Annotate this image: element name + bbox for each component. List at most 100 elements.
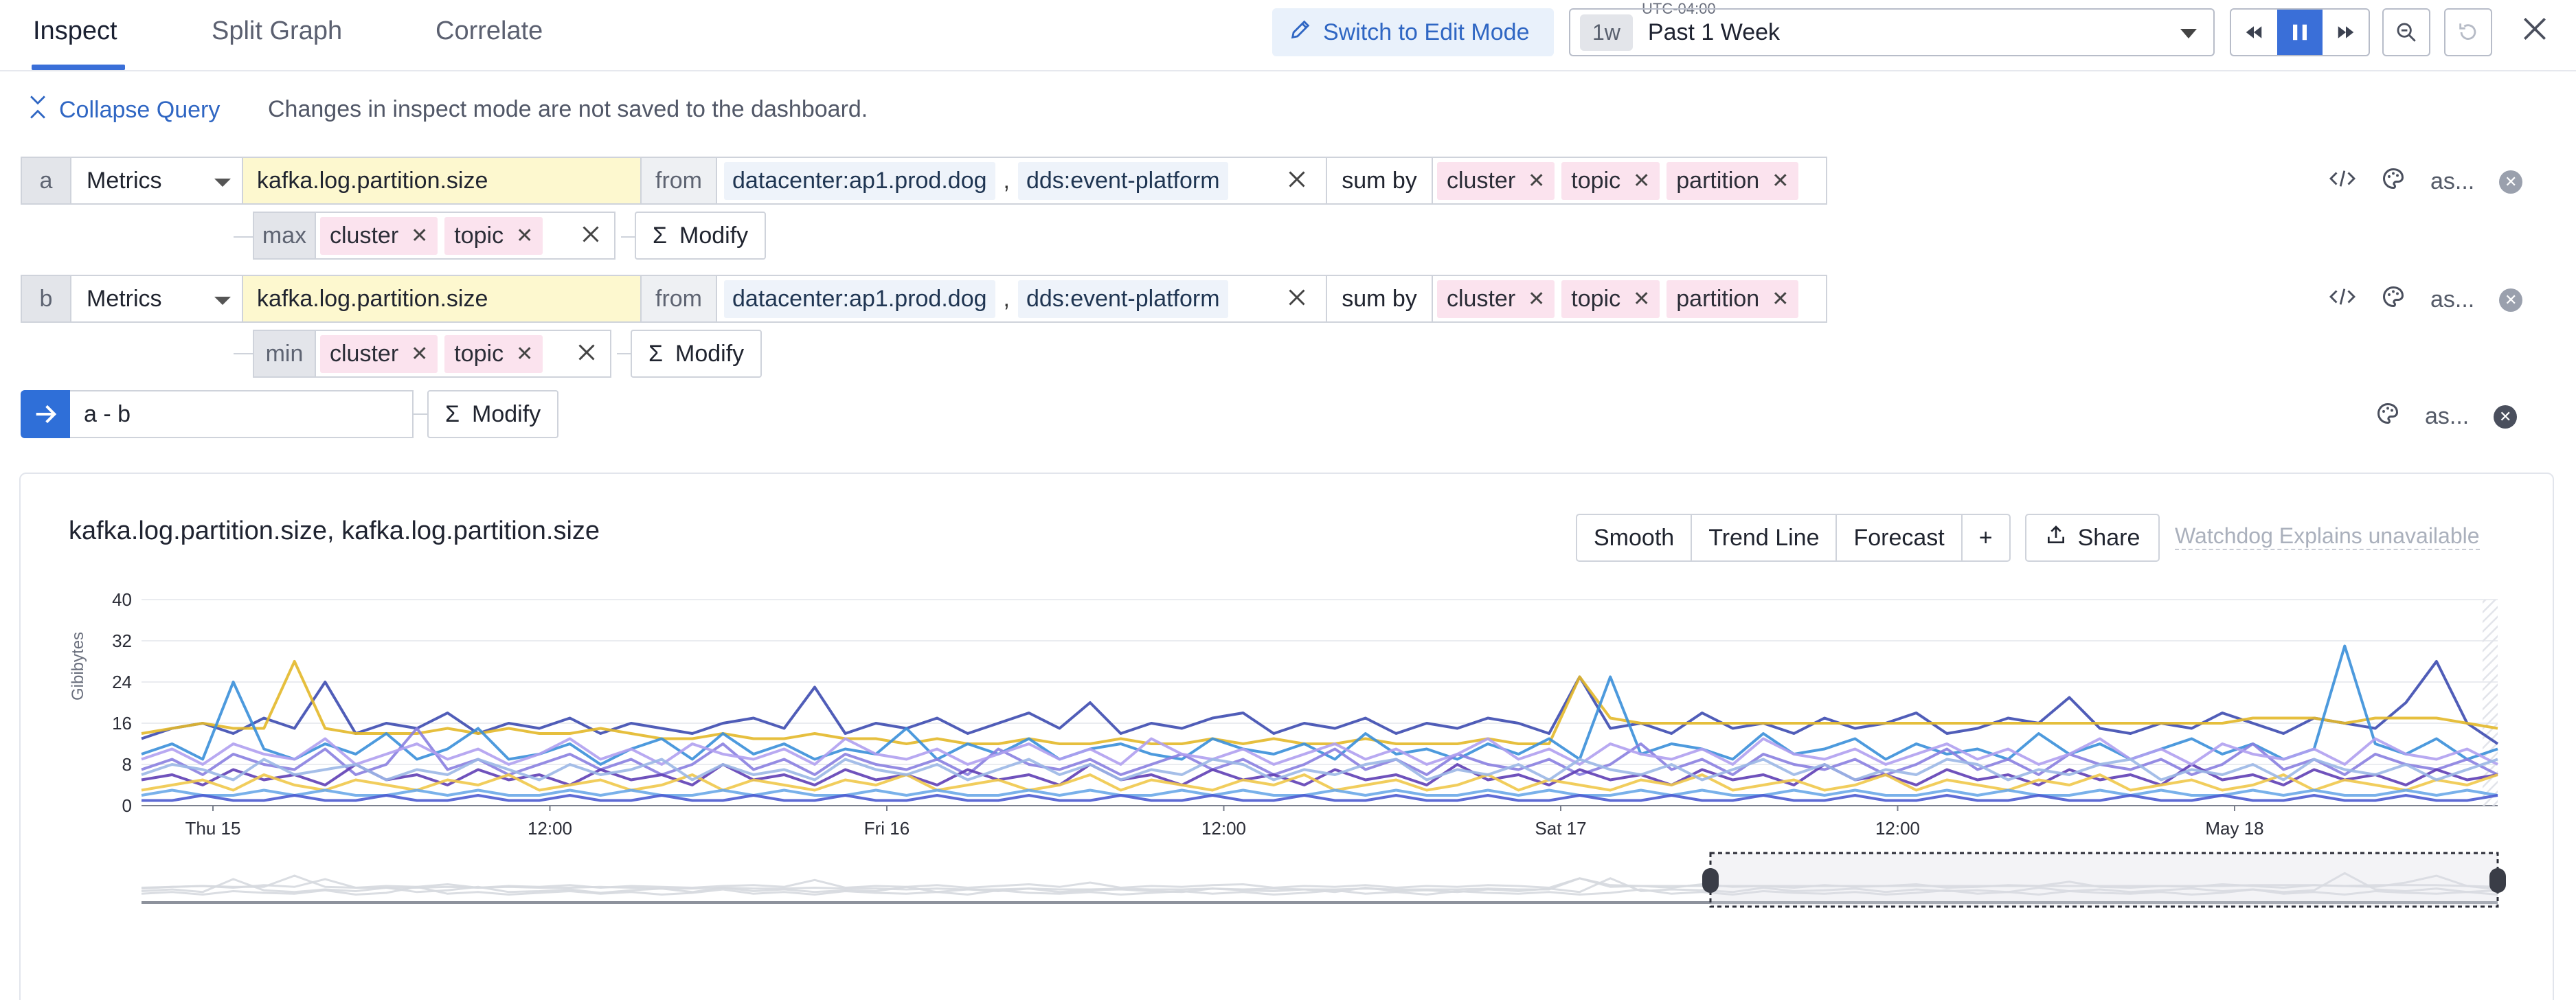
- modify-button[interactable]: Σ Modify: [631, 330, 762, 378]
- collapse-query-button[interactable]: Collapse Query: [26, 93, 220, 127]
- data-source-select[interactable]: Metrics: [71, 157, 243, 205]
- filter-tags[interactable]: datacenter:ap1.prod.dog , dds:event-plat…: [717, 275, 1327, 323]
- group-by-tags[interactable]: cluster ✕ topic ✕ partition ✕: [1433, 275, 1827, 323]
- x-tick-label: Fri 16: [864, 818, 909, 839]
- y-tick-label: 40: [112, 589, 132, 610]
- group-by-tag[interactable]: topic ✕: [1561, 161, 1660, 200]
- remove-tag-icon[interactable]: ✕: [411, 224, 429, 247]
- group-by-tag[interactable]: partition ✕: [1667, 161, 1799, 200]
- brush-handle-right: [2489, 868, 2506, 893]
- filter-tag[interactable]: datacenter:ap1.prod.dog: [724, 280, 995, 318]
- group-by-tag[interactable]: partition ✕: [1667, 280, 1799, 318]
- tab-correlate[interactable]: Correlate: [436, 16, 543, 45]
- space-aggregation-tags[interactable]: cluster ✕ topic ✕: [316, 330, 611, 378]
- sigma-icon: Σ: [648, 340, 664, 367]
- group-by-tag[interactable]: topic ✕: [444, 216, 543, 255]
- metric-input[interactable]: kafka.log.partition.size: [243, 157, 642, 205]
- filter-tag[interactable]: dds:event-platform: [1017, 161, 1228, 200]
- time-range-chip: 1w: [1580, 14, 1633, 51]
- query-letter[interactable]: a: [21, 157, 71, 205]
- active-tab-indicator: [32, 65, 125, 70]
- clear-filters-icon[interactable]: [1285, 283, 1309, 317]
- forecast-button[interactable]: Forecast: [1837, 515, 1963, 560]
- trend-line-button[interactable]: Trend Line: [1692, 515, 1838, 560]
- fast-forward-icon[interactable]: [2323, 10, 2369, 55]
- from-label: from: [642, 157, 717, 205]
- reset-icon[interactable]: [2444, 8, 2492, 56]
- query-row-a: a Metrics kafka.log.partition.size from …: [21, 157, 1827, 205]
- space-aggregation-select[interactable]: max: [253, 212, 316, 260]
- remove-tag-icon[interactable]: ✕: [1528, 169, 1546, 192]
- remove-tag-icon[interactable]: ✕: [516, 342, 534, 365]
- graph-title: kafka.log.partition.size, kafka.log.part…: [69, 516, 600, 545]
- palette-icon[interactable]: [2381, 166, 2406, 197]
- group-by-tag[interactable]: cluster ✕: [1437, 161, 1555, 200]
- chevron-down-icon: [214, 179, 231, 187]
- alias-button[interactable]: as...: [2430, 286, 2475, 312]
- rewind-icon[interactable]: [2231, 10, 2277, 55]
- remove-tag-icon[interactable]: ✕: [1633, 287, 1651, 310]
- from-label: from: [642, 275, 717, 323]
- remove-tag-icon[interactable]: ✕: [1633, 169, 1651, 192]
- x-tick-label: 12:00: [1201, 818, 1246, 839]
- palette-icon[interactable]: [2381, 284, 2406, 315]
- remove-query-icon[interactable]: ✕: [2499, 288, 2523, 312]
- code-icon[interactable]: [2329, 285, 2356, 315]
- query-letter[interactable]: b: [21, 275, 71, 323]
- zoom-out-icon[interactable]: [2382, 8, 2430, 56]
- clear-tags-icon[interactable]: [574, 338, 599, 372]
- tab-inspect[interactable]: Inspect: [33, 16, 117, 45]
- top-bar: Inspect Split Graph Correlate Switch to …: [0, 0, 2576, 71]
- smooth-button[interactable]: Smooth: [1577, 515, 1693, 560]
- close-icon[interactable]: [2520, 14, 2550, 52]
- watchdog-explains-link[interactable]: Watchdog Explains unavailable: [2175, 523, 2480, 550]
- overview-series: [141, 885, 2498, 896]
- code-icon[interactable]: [2329, 167, 2356, 196]
- remove-tag-icon[interactable]: ✕: [516, 224, 534, 247]
- switch-to-edit-mode-button[interactable]: Switch to Edit Mode: [1272, 8, 1554, 56]
- collapse-query-label: Collapse Query: [59, 97, 221, 123]
- remove-tag-icon[interactable]: ✕: [1772, 287, 1789, 310]
- share-button[interactable]: Share: [2025, 514, 2160, 562]
- remove-query-icon[interactable]: ✕: [2499, 170, 2523, 194]
- graph-function-buttons: Smooth Trend Line Forecast +: [1576, 514, 2011, 562]
- series-line: [141, 737, 2498, 766]
- clear-filters-icon[interactable]: [1285, 165, 1309, 199]
- remove-formula-icon[interactable]: ✕: [2494, 405, 2518, 429]
- remove-tag-icon[interactable]: ✕: [1772, 169, 1789, 192]
- arrow-right-icon: [21, 390, 70, 438]
- x-tick-label: 12:00: [528, 818, 572, 839]
- alias-button[interactable]: as...: [2425, 403, 2470, 429]
- aggregation-select[interactable]: sum by: [1327, 157, 1433, 205]
- tab-split-graph[interactable]: Split Graph: [212, 16, 343, 45]
- group-by-tag[interactable]: cluster ✕: [1437, 280, 1555, 318]
- modify-button[interactable]: Σ Modify: [427, 390, 559, 438]
- sigma-icon: Σ: [445, 400, 460, 427]
- formula-input[interactable]: a - b: [70, 390, 414, 438]
- alias-button[interactable]: as...: [2430, 168, 2475, 194]
- filter-tag[interactable]: datacenter:ap1.prod.dog: [724, 161, 995, 200]
- filter-tags[interactable]: datacenter:ap1.prod.dog , dds:event-plat…: [717, 157, 1327, 205]
- palette-icon[interactable]: [2375, 401, 2400, 432]
- space-aggregation-tags[interactable]: cluster ✕ topic ✕: [316, 212, 615, 260]
- group-by-tag[interactable]: cluster ✕: [320, 334, 438, 373]
- series-line: [141, 644, 2498, 766]
- timeseries-chart[interactable]: 0 8 16 24 32 40 Thu 15 12:00 Fri 16 12:00 Sat 17 12…: [62, 584, 2521, 941]
- group-by-tag[interactable]: topic ✕: [444, 334, 543, 373]
- aggregation-select[interactable]: sum by: [1327, 275, 1433, 323]
- data-source-select[interactable]: Metrics: [71, 275, 243, 323]
- modify-button[interactable]: Σ Modify: [635, 212, 767, 260]
- clear-tags-icon[interactable]: [578, 220, 603, 254]
- metric-input[interactable]: kafka.log.partition.size: [243, 275, 642, 323]
- time-range-selector[interactable]: 1w Past 1 Week: [1569, 8, 2215, 56]
- share-icon: [2045, 524, 2067, 552]
- add-function-button[interactable]: +: [1978, 524, 1993, 551]
- remove-tag-icon[interactable]: ✕: [1528, 287, 1546, 310]
- space-aggregation-select[interactable]: min: [253, 330, 316, 378]
- filter-tag[interactable]: dds:event-platform: [1017, 280, 1228, 318]
- remove-tag-icon[interactable]: ✕: [411, 342, 429, 365]
- group-by-tag[interactable]: cluster ✕: [320, 216, 438, 255]
- pause-icon[interactable]: [2276, 10, 2323, 55]
- group-by-tags[interactable]: cluster ✕ topic ✕ partition ✕: [1433, 157, 1827, 205]
- group-by-tag[interactable]: topic ✕: [1561, 280, 1660, 318]
